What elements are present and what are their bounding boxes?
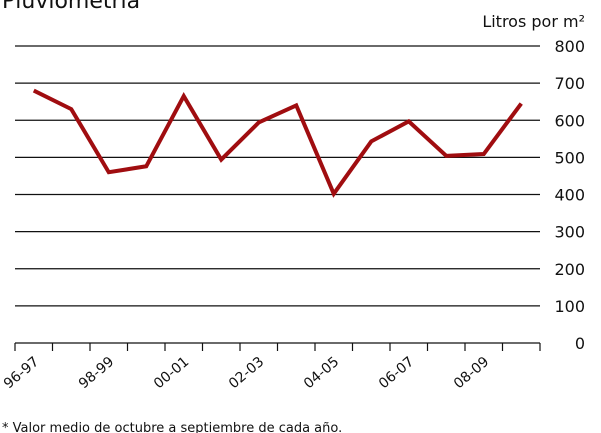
y-tick-label: 200	[554, 260, 585, 279]
y-tick-label: 100	[554, 297, 585, 316]
x-tick-label: 08-09	[451, 354, 492, 392]
y-tick-label: 600	[554, 111, 585, 130]
x-tick-label: 06-07	[376, 354, 417, 392]
y-tick-label: 0	[575, 334, 585, 353]
y-tick-label: 400	[554, 186, 585, 205]
y-tick-label: 800	[554, 37, 585, 56]
data-line	[32, 88, 523, 198]
x-tick-label: 04-05	[301, 354, 342, 392]
footnote: * Valor medio de octubre a septiembre de…	[2, 421, 342, 433]
y-tick-label: 300	[554, 223, 585, 242]
y-tick-label: 700	[554, 74, 585, 93]
chart-title: Pluviometría	[2, 0, 140, 14]
y-axis-label: Litros por m²	[482, 12, 585, 31]
x-tick-label: 00-01	[151, 354, 192, 392]
y-tick-label: 500	[554, 148, 585, 167]
x-tick-label: 98-99	[76, 354, 117, 392]
x-tick-label: 02-03	[226, 354, 267, 392]
x-tick-label: 96-97	[1, 354, 42, 392]
